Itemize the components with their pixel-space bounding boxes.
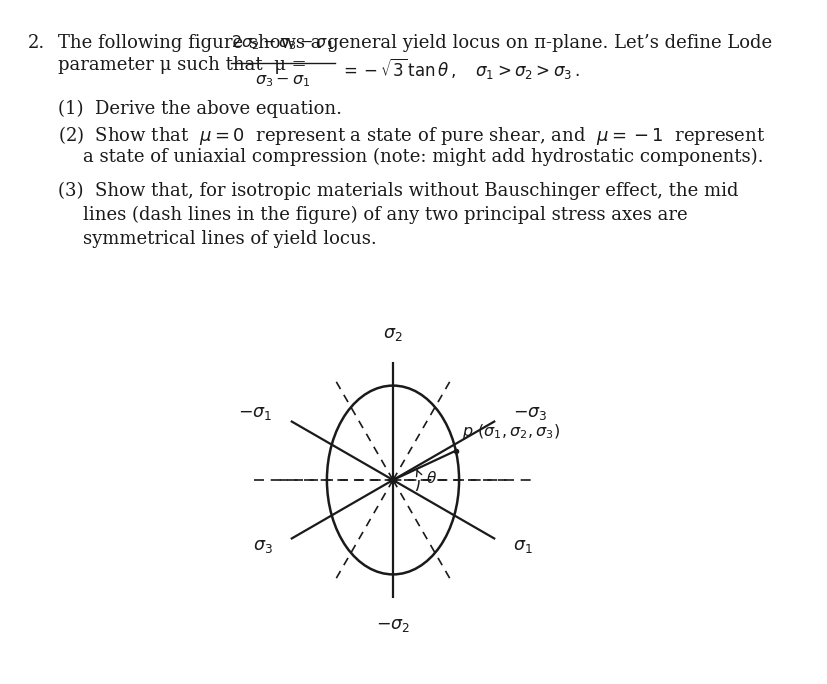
- Text: $\sigma_1$: $\sigma_1$: [513, 538, 533, 555]
- Text: lines (dash lines in the figure) of any two principal stress axes are: lines (dash lines in the figure) of any …: [83, 206, 686, 224]
- Text: $\sigma_3$: $\sigma_3$: [252, 538, 272, 555]
- Text: $\sigma_2$: $\sigma_2$: [383, 326, 402, 343]
- Text: (3)  Show that, for isotropic materials without Bauschinger effect, the mid: (3) Show that, for isotropic materials w…: [58, 182, 738, 200]
- Text: a state of uniaxial compression (note: might add hydrostatic components).: a state of uniaxial compression (note: m…: [83, 148, 762, 166]
- Text: parameter μ such that  μ =: parameter μ such that μ =: [58, 56, 306, 74]
- Text: $-\sigma_2$: $-\sigma_2$: [375, 617, 409, 634]
- Text: symmetrical lines of yield locus.: symmetrical lines of yield locus.: [83, 230, 376, 248]
- Text: $-\sigma_3$: $-\sigma_3$: [513, 406, 547, 423]
- Text: $\sigma_3 - \sigma_1$: $\sigma_3 - \sigma_1$: [255, 72, 310, 89]
- Text: $p\ (\sigma_1, \sigma_2, \sigma_3)$: $p\ (\sigma_1, \sigma_2, \sigma_3)$: [461, 422, 559, 441]
- Text: $= -\sqrt{3}\,\tan\theta\,,\quad \sigma_1 > \sigma_2 > \sigma_3\,.$: $= -\sqrt{3}\,\tan\theta\,,\quad \sigma_…: [340, 56, 579, 81]
- Text: $-\sigma_1$: $-\sigma_1$: [238, 406, 272, 423]
- Text: $2\sigma_2 - \sigma_3 - \sigma_1$: $2\sigma_2 - \sigma_3 - \sigma_1$: [232, 34, 334, 52]
- Text: (1)  Derive the above equation.: (1) Derive the above equation.: [58, 100, 342, 118]
- Text: 2.: 2.: [28, 34, 45, 52]
- Text: (2)  Show that  $\mu = 0$  represent a state of pure shear, and  $\mu = -1$  rep: (2) Show that $\mu = 0$ represent a stat…: [58, 124, 764, 147]
- Text: $\theta$: $\theta$: [426, 470, 437, 486]
- Text: The following figure shows a general yield locus on π-plane. Let’s define Lode: The following figure shows a general yie…: [58, 34, 772, 52]
